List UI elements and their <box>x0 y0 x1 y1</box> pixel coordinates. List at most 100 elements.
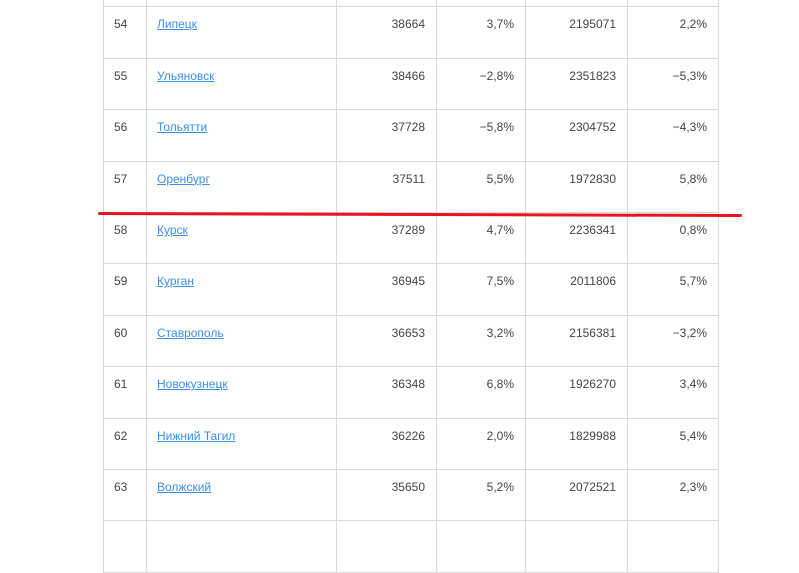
city-link[interactable]: Курск <box>157 222 188 237</box>
value-text: −4,3% <box>672 120 707 135</box>
rank-cell <box>103 520 147 573</box>
rank-text: 60 <box>114 325 128 340</box>
rank-cell: 53 <box>103 0 147 8</box>
value-text: 0,8% <box>679 222 707 237</box>
rank-cell: 55 <box>103 57 147 111</box>
change-cell: 4,7% <box>436 211 526 265</box>
rank-cell: 58 <box>103 211 147 265</box>
city-cell: Курск <box>146 211 337 265</box>
city-cell: Оренбург <box>146 160 337 213</box>
value-text: 2011806 <box>570 274 616 289</box>
city-link[interactable]: Волжский <box>157 479 212 494</box>
city-link[interactable]: Курган <box>157 274 194 289</box>
value-text: 5,4% <box>679 428 707 443</box>
table-row: 58 Курск 37289 4,7% 2236341 0,8% <box>103 211 719 265</box>
rank-text: 61 <box>114 377 128 392</box>
value-cell: 36226 <box>336 417 437 470</box>
change-cell: −3,2% <box>627 314 719 368</box>
value-text: 36348 <box>391 377 425 392</box>
change-cell: 5,4% <box>627 417 719 470</box>
table-row: 53 <box>103 0 719 8</box>
rank-cell: 61 <box>103 366 147 419</box>
rank-cell: 60 <box>103 314 147 368</box>
rank-text: 62 <box>114 428 128 443</box>
city-link[interactable]: Тольятти <box>157 120 208 135</box>
value-text: 5,8% <box>679 171 707 186</box>
city-cell: Волжский <box>146 468 337 522</box>
rank-cell: 62 <box>103 417 147 470</box>
value-text: 2304752 <box>569 120 616 135</box>
change-cell <box>436 0 526 8</box>
rank-cell: 57 <box>103 160 147 213</box>
value-text: 3,4% <box>679 377 707 392</box>
value-text: 36653 <box>391 325 425 340</box>
city-cell: Тольятти <box>146 109 337 162</box>
change-cell: 2,3% <box>627 468 719 522</box>
change-cell: 3,4% <box>627 366 719 419</box>
rank-text <box>104 521 146 531</box>
city-cell: Липецк <box>146 6 337 59</box>
rank-text: 54 <box>114 17 128 32</box>
value-text: 5,2% <box>486 479 514 494</box>
value-text <box>337 521 436 531</box>
value-cell: 2195071 <box>525 6 628 59</box>
change-cell: 2,0% <box>436 417 526 470</box>
value-text: 37289 <box>391 222 425 237</box>
value-cell <box>336 520 437 573</box>
change-cell: 3,2% <box>436 314 526 368</box>
rank-text: 56 <box>114 120 128 135</box>
rank-cell: 56 <box>103 109 147 162</box>
value-text: 36945 <box>391 274 425 289</box>
rank-cell: 63 <box>103 468 147 522</box>
city-cell: Ульяновск <box>146 57 337 111</box>
table-row: 56 Тольятти 37728 −5,8% 2304752 −4,3% <box>103 109 719 162</box>
value-cell: 38466 <box>336 57 437 111</box>
change-cell: 7,5% <box>436 263 526 316</box>
change-cell: 5,7% <box>627 263 719 316</box>
value-text: 35650 <box>391 479 425 494</box>
city-cell: Новокузнецк <box>146 366 337 419</box>
value-cell: 36653 <box>336 314 437 368</box>
value-text: −3,2% <box>672 325 707 340</box>
city-cell <box>146 520 337 573</box>
city-cell: Нижний Тагил <box>146 417 337 470</box>
value-cell: 1972830 <box>525 160 628 213</box>
value-text: 1829988 <box>569 428 616 443</box>
value-text: 7,5% <box>486 274 514 289</box>
change-cell <box>627 520 719 573</box>
change-cell: 0,8% <box>627 211 719 265</box>
rank-text: 59 <box>114 274 128 289</box>
value-text: 2,3% <box>679 479 707 494</box>
value-text: 38466 <box>391 68 425 83</box>
change-cell: −4,3% <box>627 109 719 162</box>
value-text: −2,8% <box>479 68 514 83</box>
value-text: 1972830 <box>569 171 616 186</box>
value-text: 1926270 <box>569 377 616 392</box>
value-cell: 1926270 <box>525 366 628 419</box>
value-text: 2195071 <box>569 17 616 32</box>
value-text: 6,8% <box>486 377 514 392</box>
value-text <box>526 521 627 531</box>
city-cell: Ставрополь <box>146 314 337 368</box>
value-cell: 2072521 <box>525 468 628 522</box>
table-row: 59 Курган 36945 7,5% 2011806 5,7% <box>103 263 719 316</box>
change-cell: −5,8% <box>436 109 526 162</box>
change-cell: 3,7% <box>436 6 526 59</box>
value-text: 5,5% <box>486 171 514 186</box>
value-cell: 2351823 <box>525 57 628 111</box>
city-link[interactable]: Нижний Тагил <box>157 428 236 443</box>
city-link[interactable]: Оренбург <box>157 171 210 186</box>
table-row: 54 Липецк 38664 3,7% 2195071 2,2% <box>103 6 719 59</box>
city-ranking-table: 53 54 Липецк 38664 3,7% 2195071 2,2% 55 Ульяновс… <box>103 0 719 573</box>
city-link[interactable]: Липецк <box>157 17 197 32</box>
value-cell: 2156381 <box>525 314 628 368</box>
city-link[interactable]: Ставрополь <box>157 325 224 340</box>
value-cell: 37289 <box>336 211 437 265</box>
value-cell: 38664 <box>336 6 437 59</box>
city-link[interactable]: Новокузнецк <box>157 377 228 392</box>
value-cell: 35650 <box>336 468 437 522</box>
city-link[interactable]: Ульяновск <box>157 68 215 83</box>
rank-cell: 54 <box>103 6 147 59</box>
change-cell: −2,8% <box>436 57 526 111</box>
change-cell: −5,3% <box>627 57 719 111</box>
